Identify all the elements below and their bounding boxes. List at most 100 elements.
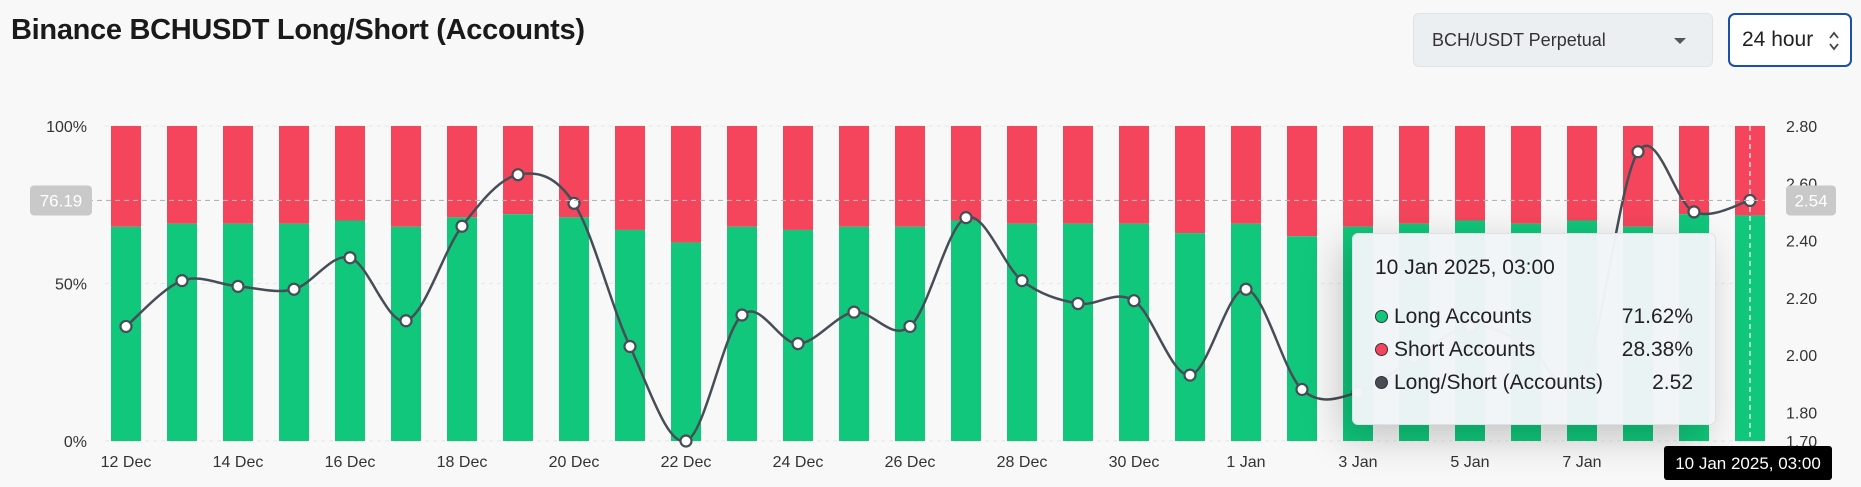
long-bar (503, 214, 533, 441)
short-bar (1511, 126, 1541, 224)
x-tick-label: 26 Dec (885, 454, 936, 471)
short-bar (1175, 126, 1205, 234)
short-bar (167, 126, 197, 224)
short-bar (951, 126, 981, 221)
long-bar (447, 217, 477, 441)
ratio-point (1687, 205, 1701, 219)
ratio-point (455, 219, 469, 233)
x-tick-label: 7 Jan (1562, 454, 1601, 471)
short-bar (727, 126, 757, 227)
long-bar (279, 223, 309, 441)
x-tick-label: 22 Dec (661, 454, 712, 471)
x-tick-label: 20 Dec (549, 454, 600, 471)
long-bar (391, 226, 421, 441)
short-bar (1063, 126, 1093, 224)
ratio-point (343, 251, 357, 265)
short-bar (839, 126, 869, 227)
up-down-chevron-icon (1829, 31, 1839, 51)
ratio-point (119, 319, 133, 334)
symbol-select-value: BCH/USDT Perpetual (1432, 29, 1606, 50)
crosshair-left-value: 76.19 (40, 191, 83, 210)
short-bar (1231, 126, 1261, 224)
ratio-point (847, 305, 861, 319)
long-bar (111, 226, 141, 441)
tooltip-label: Short Accounts (1394, 337, 1536, 361)
right-tick-label: 2.80 (1786, 119, 1817, 136)
short-bar (223, 126, 253, 224)
tooltip-row-long: Long Accounts 71.62% (1375, 300, 1693, 333)
ratio-point (567, 196, 581, 210)
short-bar (783, 126, 813, 230)
long-bar (1007, 223, 1037, 441)
page-title: Binance BCHUSDT Long/Short (Accounts) (11, 14, 585, 46)
x-axis: 12 Dec 14 Dec 16 Dec 18 Dec 20 Dec 22 Dec 24 D… (101, 454, 1602, 471)
interval-select[interactable]: 24 hour (1728, 13, 1852, 67)
long-dot-icon (1375, 310, 1388, 323)
ratio-point (231, 279, 245, 293)
ratio-point (623, 339, 637, 354)
x-tick-label: 28 Dec (997, 454, 1048, 471)
ratio-dot-icon (1375, 376, 1388, 389)
short-bar (615, 126, 645, 230)
long-bar (1231, 223, 1261, 441)
long-bar (671, 242, 701, 441)
long-bar (1175, 233, 1205, 441)
left-axis: 0% 50% 100% (46, 119, 87, 451)
tooltip-title: 10 Jan 2025, 03:00 (1375, 256, 1555, 279)
ratio-point (1239, 282, 1253, 296)
x-tick-label: 14 Dec (213, 454, 264, 471)
short-bar (1119, 126, 1149, 224)
crosshair (70, 126, 1765, 441)
tooltip-row-short: Short Accounts 28.38% (1375, 333, 1693, 366)
ratio-point (679, 434, 693, 448)
x-tick-label: 30 Dec (1109, 454, 1160, 471)
right-tick-label: 2.00 (1786, 348, 1817, 365)
ratio-point (959, 211, 973, 225)
right-tick-label: 2.20 (1786, 291, 1817, 308)
crosshair-x-value: 10 Jan 2025, 03:00 (1675, 454, 1821, 473)
ratio-point (903, 319, 917, 334)
long-bar (559, 217, 589, 441)
crosshair-left-label: 76.19 (30, 185, 92, 216)
symbol-select[interactable]: BCH/USDT Perpetual (1413, 13, 1713, 67)
tooltip-value: 71.62% (1621, 304, 1693, 328)
ratio-point (735, 308, 749, 322)
x-tick-label: 12 Dec (101, 454, 152, 471)
tooltip-label: Long Accounts (1394, 304, 1532, 328)
crosshair-right-label: 2.54 (1786, 185, 1836, 216)
ratio-points (119, 145, 1757, 448)
long-bar (895, 226, 925, 441)
long-bar (223, 223, 253, 441)
long-bar (951, 220, 981, 441)
left-tick-label: 0% (64, 434, 87, 451)
x-tick-label: 18 Dec (437, 454, 488, 471)
ratio-point (287, 282, 301, 296)
long-bar (167, 223, 197, 441)
ratio-point (1631, 145, 1645, 159)
crosshair-x-label: 10 Jan 2025, 03:00 (1664, 446, 1832, 480)
tooltip-row-ratio: Long/Short (Accounts) 2.52 (1375, 366, 1693, 399)
long-bar (615, 229, 645, 441)
long-bar (1287, 236, 1317, 441)
left-tick-label: 50% (55, 277, 87, 294)
short-bar (1287, 126, 1317, 237)
long-bar (1063, 223, 1093, 441)
short-bar (1007, 126, 1037, 224)
x-tick-label: 16 Dec (325, 454, 376, 471)
x-tick-label: 1 Jan (1226, 454, 1265, 471)
long-bar (1119, 223, 1149, 441)
ratio-point (399, 314, 413, 328)
short-bar (1455, 126, 1485, 221)
ratio-point (1127, 294, 1141, 308)
ratio-point (1015, 274, 1029, 288)
x-tick-label: 3 Jan (1338, 454, 1377, 471)
short-bar (279, 126, 309, 224)
chevron-down-icon (1674, 38, 1686, 44)
interval-select-value: 24 hour (1742, 28, 1814, 51)
short-bar (1567, 126, 1597, 221)
ratio-point (1071, 296, 1085, 311)
right-tick-label: 2.40 (1786, 234, 1817, 251)
ratio-point (791, 337, 805, 351)
data-tooltip: 10 Jan 2025, 03:00 Long Accounts 71.62% … (1352, 233, 1716, 425)
short-bar (447, 126, 477, 218)
